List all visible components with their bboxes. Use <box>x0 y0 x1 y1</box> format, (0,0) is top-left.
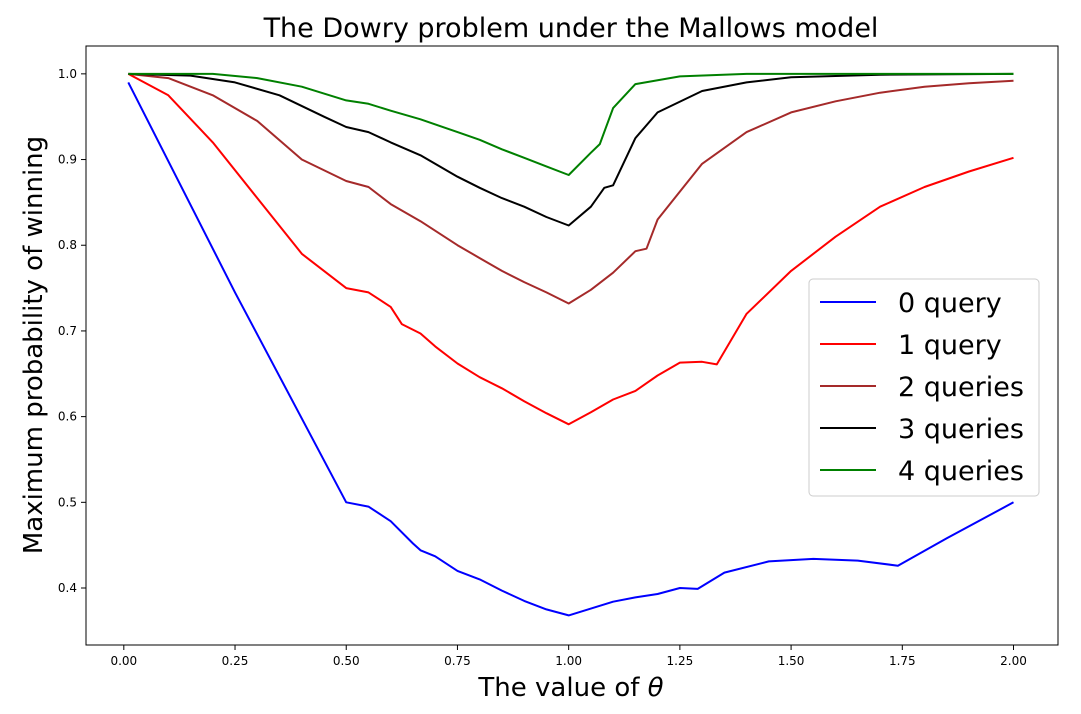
legend: 0 query 1 query 2 queries 3 queries 4 querie… <box>808 278 1040 497</box>
y-tick-label: 0.9 <box>58 153 77 167</box>
series-line-2 <box>128 72 1014 305</box>
x-tick-label: 2.00 <box>1000 654 1027 668</box>
y-axis-label: Maximum probability of winning <box>19 136 49 554</box>
y-tick-label: 0.5 <box>58 495 77 509</box>
y-axis: 0.4 0.5 0.6 0.7 0.8 0.9 1.0 <box>58 67 86 595</box>
x-tick-label: 1.50 <box>778 654 805 668</box>
series-line-3 <box>128 72 1014 227</box>
legend-label-0: 0 query <box>898 288 1002 319</box>
x-axis: 0.00 0.25 0.50 0.75 1.00 1.25 1.50 1.75 2.00 <box>110 645 1027 668</box>
y-tick-label: 0.4 <box>58 581 77 595</box>
x-axis-label: The value of θ <box>477 673 663 703</box>
legend-box <box>808 278 1040 497</box>
y-tick-label: 0.7 <box>58 324 77 338</box>
x-tick-label: 0.00 <box>110 654 137 668</box>
legend-label-4: 4 queries <box>898 456 1024 487</box>
y-tick-label: 0.8 <box>58 238 77 252</box>
legend-label-3: 3 queries <box>898 414 1024 445</box>
series-line-1 <box>127 73 1014 426</box>
y-tick-label: 0.6 <box>58 410 77 424</box>
x-tick-label: 1.75 <box>889 654 916 668</box>
x-tick-label: 0.25 <box>222 654 249 668</box>
x-tick-label: 0.75 <box>444 654 471 668</box>
plot-frame <box>85 45 1059 646</box>
y-tick-label: 1.0 <box>58 67 77 81</box>
legend-label-2: 2 queries <box>898 372 1024 403</box>
series-line-0 <box>127 81 1014 617</box>
legend-label-1: 1 query <box>898 330 1002 361</box>
x-tick-label: 0.50 <box>333 654 360 668</box>
chart-title: The Dowry problem under the Mallows mode… <box>263 13 879 44</box>
x-tick-label: 1.25 <box>667 654 694 668</box>
series-layer <box>127 72 1014 617</box>
x-tick-label: 1.00 <box>555 654 582 668</box>
series-line-4 <box>128 72 1014 176</box>
